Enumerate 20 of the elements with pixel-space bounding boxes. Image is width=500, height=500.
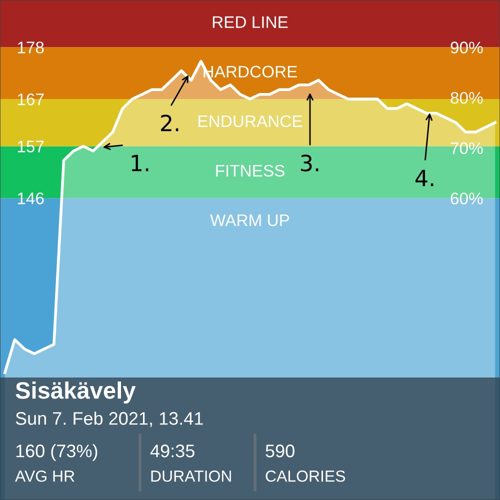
band-label: WARM UP [210,214,290,226]
y2-tick-label: 90% [450,42,483,54]
y-tick-label: 178 [18,42,44,54]
annotation: 1. [132,154,148,172]
y2-tick-label: 80% [450,92,483,104]
annotation: AVG HR [15,470,74,482]
annotation: 49:35 [150,444,194,458]
annotation: 4. [415,170,434,186]
annotation: 3. [301,154,318,172]
text: Sisäkävely [16,381,136,404]
text: Sun 7. Feb 2021, 13.41 [16,412,203,427]
annotation: 160 (73%) [16,444,98,461]
band-label: FITNESS [216,164,284,177]
annotation: CALORIES [266,470,346,482]
annotation: DURATION [151,470,231,482]
annotation: 2. [161,114,178,132]
y-tick-label: 167 [18,93,44,106]
annotation: 590 [266,444,294,458]
band-label: RED LINE [212,16,288,28]
band-label: ENDURANCE [198,115,302,128]
